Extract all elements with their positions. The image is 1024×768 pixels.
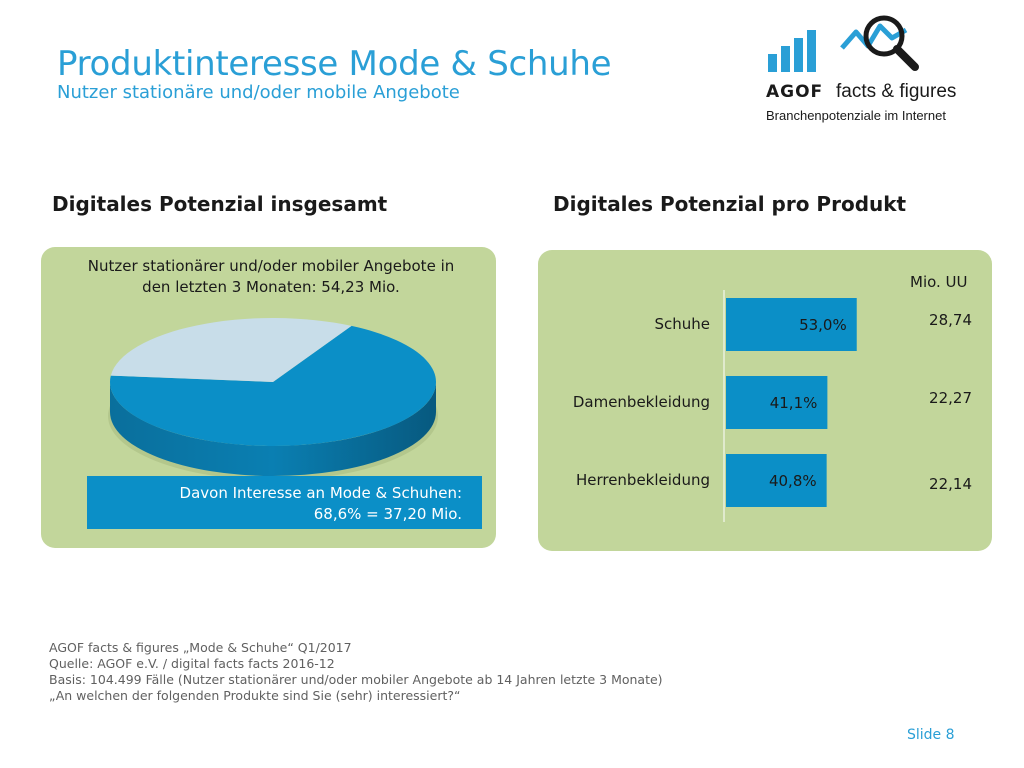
bar-2 (726, 454, 827, 507)
bar-value-label: 41,1% (770, 394, 818, 412)
callout-line-1: Davon Interesse an Mode & Schuhen: (179, 484, 462, 502)
logo-tagline: Branchenpotenziale im Internet (766, 108, 946, 123)
bar-category-label: Herrenbekleidung (576, 471, 710, 489)
logo-brand: AGOF (766, 82, 824, 102)
bar-1 (726, 376, 828, 429)
pie-slice-side (110, 382, 436, 476)
bar-secondary-value: 22,27 (929, 389, 972, 407)
left-section-heading: Digitales Potenzial insgesamt (52, 192, 388, 216)
bar-secondary-value: 28,74 (929, 311, 972, 329)
footer-line: Basis: 104.499 Fälle (Nutzer stationärer… (49, 672, 663, 687)
bar-secondary-value: 22,14 (929, 475, 972, 493)
page-subtitle: Nutzer stationäre und/oder mobile Angebo… (57, 82, 460, 103)
footer-line: Quelle: AGOF e.V. / digital facts facts … (49, 656, 335, 671)
right-section-heading: Digitales Potenzial pro Produkt (553, 192, 907, 216)
logo-product: facts & figures (836, 81, 957, 102)
bar-category-label: Schuhe (654, 315, 710, 333)
slide-number: Slide 8 (907, 727, 955, 743)
bar-value-label: 40,8% (769, 472, 817, 490)
callout-line-2: 68,6% = 37,20 Mio. (313, 505, 462, 523)
bar-0 (726, 298, 857, 351)
pie-chart (108, 318, 438, 480)
pie-slice-1 (110, 318, 352, 382)
bar-category-label: Damenbekleidung (573, 393, 710, 411)
footer-line: AGOF facts & figures „Mode & Schuhe“ Q1/… (49, 640, 352, 655)
page-title: Produktinteresse Mode & Schuhe (57, 44, 612, 84)
bar-chart: Schuhe 53,0% 28,74 Damenbekleidung 41,1% 22,2… (573, 290, 972, 522)
pie-callout: Davon Interesse an Mode & Schuhen: 68,6%… (87, 476, 482, 529)
agof-logo-graphic-icon (768, 15, 919, 72)
pie-chart-title: Nutzer stationärer und/oder mobiler Ange… (87, 257, 455, 296)
bar-value-label: 53,0% (799, 316, 847, 334)
agof-logo: AGOF facts & figures Branchenpotenziale … (760, 12, 960, 123)
pie-slice-0 (109, 325, 436, 446)
footer-line: „An welchen der folgenden Produkte sind … (49, 688, 461, 703)
bar-unit-label: Mio. UU (910, 273, 968, 291)
footer-notes: AGOF facts & figures „Mode & Schuhe“ Q1/… (49, 640, 663, 704)
